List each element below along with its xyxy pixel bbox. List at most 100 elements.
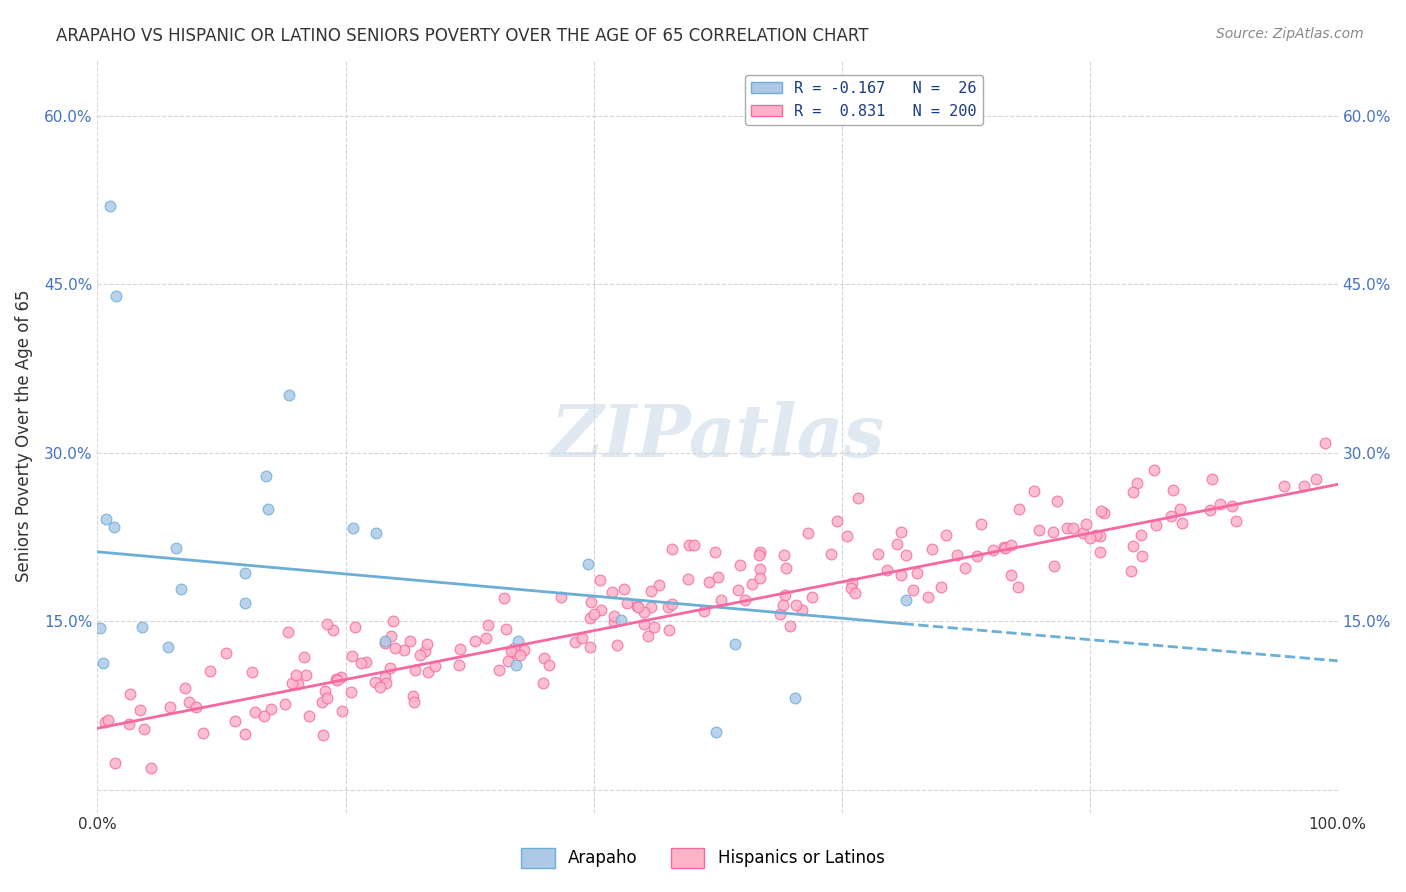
- Point: [773, 588, 796, 602]
- Point: [404, 695, 426, 709]
- Point: [994, 541, 1017, 555]
- Point: [610, 613, 633, 627]
- Point: [316, 690, 339, 705]
- Point: [374, 634, 396, 648]
- Point: [311, 695, 333, 709]
- Point: [325, 672, 347, 686]
- Point: [314, 684, 336, 698]
- Point: [342, 520, 364, 534]
- Point: [538, 658, 561, 673]
- Point: [330, 704, 353, 718]
- Point: [1074, 517, 1097, 532]
- Point: [233, 596, 256, 610]
- Point: [1028, 523, 1050, 537]
- Point: [278, 387, 301, 401]
- Point: [825, 514, 848, 528]
- Point: [955, 561, 977, 575]
- Point: [356, 656, 378, 670]
- Point: [678, 538, 700, 552]
- Legend: Arapaho, Hispanics or Latinos: Arapaho, Hispanics or Latinos: [515, 841, 891, 875]
- Point: [384, 641, 406, 656]
- Point: [509, 648, 531, 662]
- Point: [409, 648, 432, 663]
- Point: [129, 703, 152, 717]
- Point: [477, 618, 499, 632]
- Point: [917, 590, 939, 604]
- Point: [425, 659, 447, 673]
- Point: [693, 604, 716, 618]
- Point: [564, 635, 586, 649]
- Point: [697, 575, 720, 590]
- Point: [785, 690, 807, 705]
- Point: [170, 582, 193, 596]
- Point: [533, 651, 555, 665]
- Point: [398, 634, 420, 648]
- Point: [772, 598, 794, 612]
- Point: [91, 657, 114, 671]
- Point: [1078, 531, 1101, 545]
- Point: [274, 697, 297, 711]
- Point: [381, 615, 404, 629]
- Point: [790, 603, 813, 617]
- Point: [502, 640, 524, 655]
- Point: [848, 491, 870, 505]
- Point: [298, 709, 321, 723]
- Point: [1092, 506, 1115, 520]
- Point: [141, 761, 163, 775]
- Point: [1201, 472, 1223, 486]
- Point: [600, 585, 623, 599]
- Point: [505, 658, 527, 673]
- Point: [93, 714, 115, 729]
- Point: [501, 644, 523, 658]
- Point: [488, 663, 510, 677]
- Point: [749, 544, 772, 558]
- Point: [281, 676, 304, 690]
- Point: [165, 541, 187, 555]
- Point: [233, 727, 256, 741]
- Point: [1007, 580, 1029, 594]
- Point: [894, 548, 917, 562]
- Point: [416, 637, 439, 651]
- Point: [1073, 526, 1095, 541]
- Point: [844, 586, 866, 600]
- Point: [1090, 529, 1112, 543]
- Point: [841, 575, 863, 590]
- Point: [104, 756, 127, 770]
- Point: [1171, 516, 1194, 530]
- Point: [785, 598, 807, 612]
- Point: [929, 580, 952, 594]
- Point: [316, 616, 339, 631]
- Point: [132, 722, 155, 736]
- Point: [159, 700, 181, 714]
- Point: [775, 560, 797, 574]
- Point: [627, 599, 650, 614]
- Point: [98, 199, 121, 213]
- Point: [105, 288, 128, 302]
- Point: [292, 650, 315, 665]
- Point: [728, 558, 751, 572]
- Point: [1272, 479, 1295, 493]
- Point: [131, 620, 153, 634]
- Point: [602, 608, 624, 623]
- Point: [1209, 497, 1232, 511]
- Point: [415, 643, 437, 657]
- Point: [658, 623, 681, 637]
- Point: [157, 640, 180, 654]
- Point: [253, 708, 276, 723]
- Point: [1042, 525, 1064, 540]
- Point: [118, 717, 141, 731]
- Point: [380, 629, 402, 643]
- Point: [657, 600, 679, 615]
- Point: [748, 571, 770, 585]
- Point: [769, 607, 792, 621]
- Point: [503, 646, 526, 660]
- Point: [866, 548, 889, 562]
- Point: [326, 673, 349, 687]
- Point: [633, 617, 655, 632]
- Point: [571, 631, 593, 645]
- Point: [340, 685, 363, 699]
- Point: [374, 676, 396, 690]
- Point: [330, 670, 353, 684]
- Point: [633, 605, 655, 619]
- Point: [683, 538, 706, 552]
